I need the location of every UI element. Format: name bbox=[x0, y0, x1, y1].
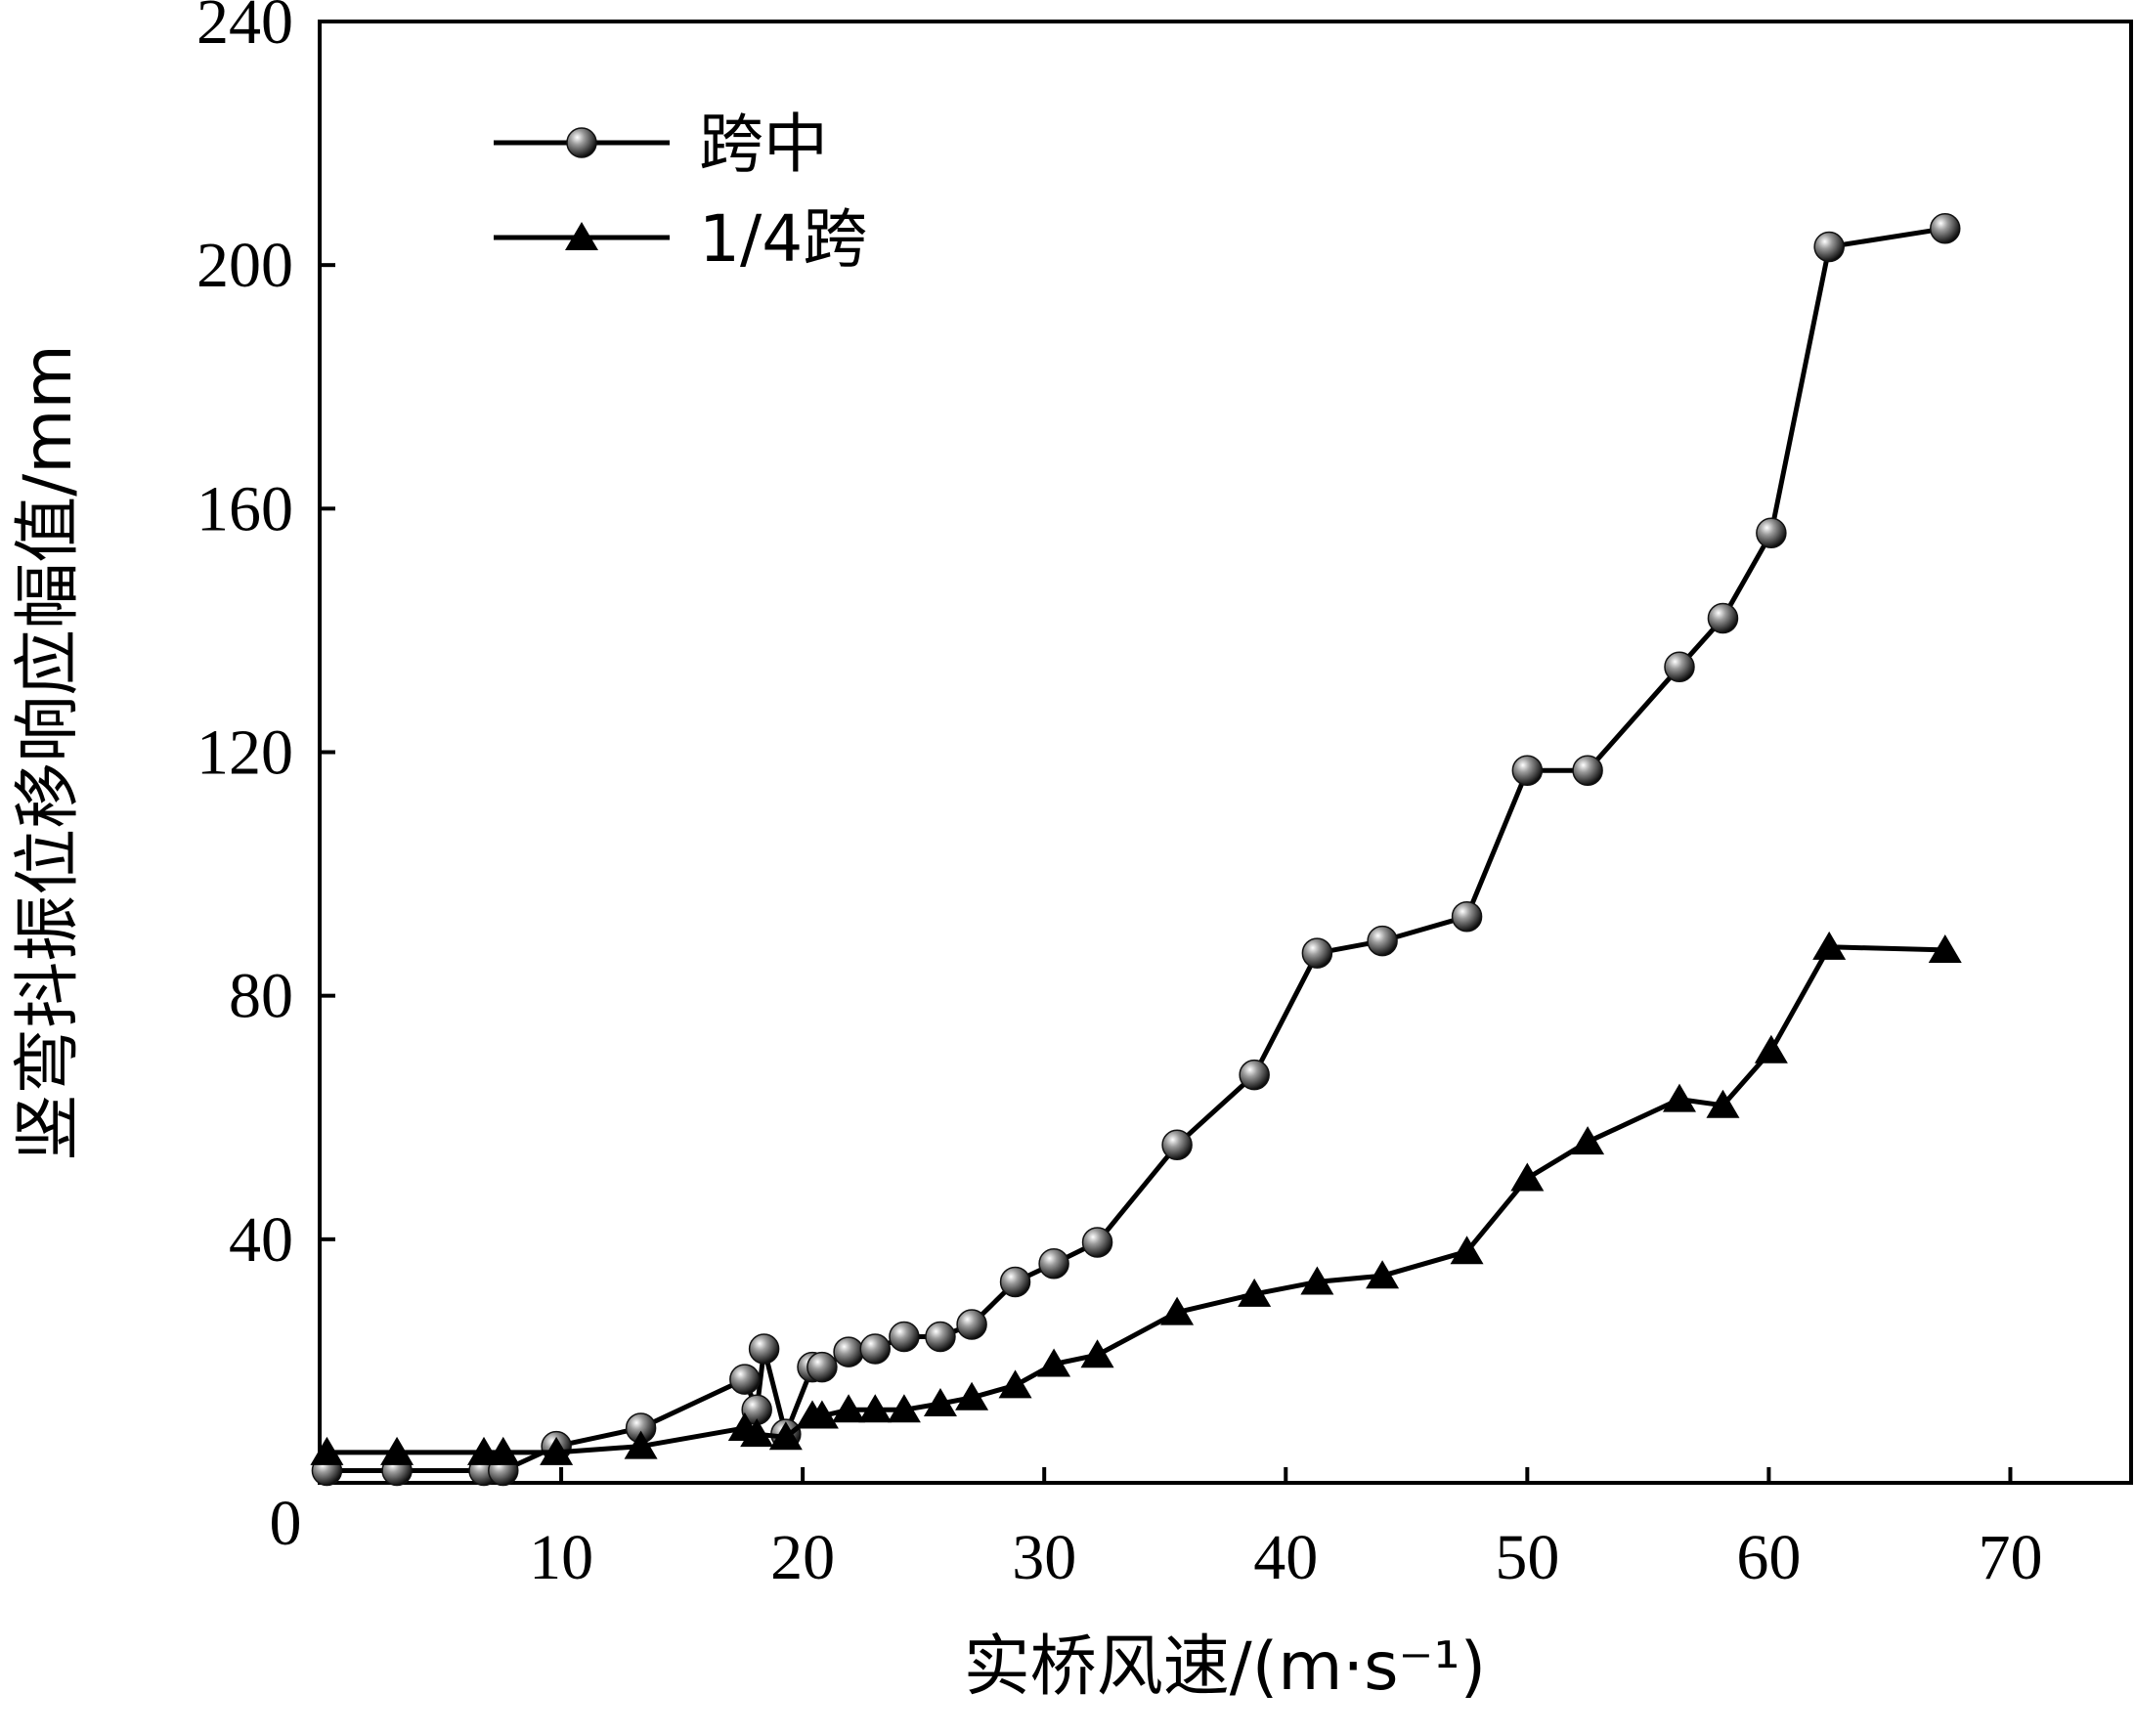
data-point bbox=[1450, 1236, 1484, 1265]
legend-label-quarterspan: 1/4跨 bbox=[699, 201, 867, 277]
origin-label: 0 bbox=[270, 1488, 302, 1559]
data-point bbox=[1664, 651, 1695, 683]
data-point bbox=[1080, 1339, 1114, 1368]
x-tick-label: 40 bbox=[1253, 1522, 1318, 1593]
data-point bbox=[833, 1336, 864, 1367]
data-point bbox=[999, 1266, 1031, 1298]
data-point bbox=[859, 1333, 892, 1365]
y-tick-label: 40 bbox=[229, 1204, 293, 1276]
data-point bbox=[1451, 900, 1483, 933]
x-tick-label: 20 bbox=[770, 1522, 835, 1593]
data-point bbox=[1812, 931, 1847, 960]
series-line bbox=[327, 944, 1945, 1455]
data-point bbox=[805, 1400, 839, 1429]
data-point bbox=[1930, 213, 1961, 244]
data-point bbox=[740, 1418, 774, 1448]
y-axis-title: 竖弯抖振位移响应幅值/mm bbox=[10, 344, 87, 1160]
data-point bbox=[1706, 1089, 1740, 1118]
y-axis-ticks: 40 80 120 160 200 240 bbox=[196, 0, 335, 1276]
data-point bbox=[1510, 1162, 1545, 1192]
data-point bbox=[858, 1394, 893, 1423]
data-point bbox=[624, 1430, 658, 1459]
data-point bbox=[1571, 1126, 1605, 1155]
data-point bbox=[955, 1381, 989, 1410]
data-point bbox=[887, 1394, 921, 1423]
x-tick-label: 10 bbox=[529, 1522, 593, 1593]
data-point bbox=[486, 1436, 520, 1465]
x-tick-label: 50 bbox=[1495, 1522, 1559, 1593]
data-point bbox=[1037, 1348, 1071, 1377]
data-point bbox=[1366, 1260, 1400, 1289]
data-point bbox=[923, 1388, 957, 1417]
data-point bbox=[1367, 925, 1398, 957]
legend-marker-quarterspan bbox=[565, 222, 598, 250]
data-point bbox=[1756, 517, 1787, 548]
data-point bbox=[956, 1309, 987, 1340]
data-point bbox=[998, 1369, 1032, 1399]
data-point bbox=[925, 1321, 956, 1353]
x-tick-label: 60 bbox=[1736, 1522, 1801, 1593]
y-tick-label: 200 bbox=[196, 230, 293, 301]
y-tick-label: 240 bbox=[196, 0, 293, 58]
x-axis-ticks: 10 20 30 40 50 60 70 bbox=[529, 1467, 2042, 1593]
series-midspan bbox=[311, 213, 1961, 1487]
series-quarterspan bbox=[310, 931, 1962, 1465]
data-point bbox=[1160, 1296, 1195, 1325]
data-point bbox=[1662, 1083, 1696, 1112]
data-point bbox=[729, 1364, 761, 1395]
data-point bbox=[1081, 1227, 1113, 1258]
x-tick-label: 30 bbox=[1012, 1522, 1076, 1593]
data-point bbox=[1928, 933, 1962, 963]
x-tick-label: 70 bbox=[1978, 1522, 2042, 1593]
legend-marker-midspan bbox=[566, 127, 597, 158]
y-tick-label: 80 bbox=[229, 961, 293, 1032]
x-axis-title: 实桥风速/(m·s⁻¹) bbox=[964, 1628, 1486, 1706]
legend: 跨中 1/4跨 bbox=[494, 107, 867, 277]
data-point bbox=[832, 1394, 866, 1423]
data-point bbox=[1813, 231, 1845, 263]
series-layer bbox=[310, 213, 1962, 1487]
data-point bbox=[768, 1421, 803, 1451]
legend-label-midspan: 跨中 bbox=[699, 107, 828, 182]
data-point bbox=[806, 1351, 838, 1383]
data-point bbox=[540, 1436, 574, 1465]
series-line bbox=[327, 226, 1946, 1473]
data-point bbox=[1161, 1129, 1193, 1161]
data-point bbox=[1038, 1248, 1069, 1280]
data-point bbox=[310, 1436, 344, 1465]
data-point bbox=[1511, 755, 1544, 786]
y-tick-label: 120 bbox=[196, 717, 293, 789]
data-point bbox=[1572, 755, 1603, 786]
data-point bbox=[1754, 1034, 1788, 1063]
data-point bbox=[1300, 1266, 1334, 1295]
y-tick-label: 160 bbox=[196, 473, 293, 544]
data-point bbox=[748, 1333, 780, 1365]
data-point bbox=[1301, 937, 1333, 969]
data-point bbox=[380, 1436, 414, 1465]
data-point bbox=[1707, 602, 1739, 634]
data-point bbox=[1238, 1278, 1272, 1307]
data-point bbox=[1239, 1059, 1270, 1091]
data-point bbox=[889, 1321, 920, 1353]
